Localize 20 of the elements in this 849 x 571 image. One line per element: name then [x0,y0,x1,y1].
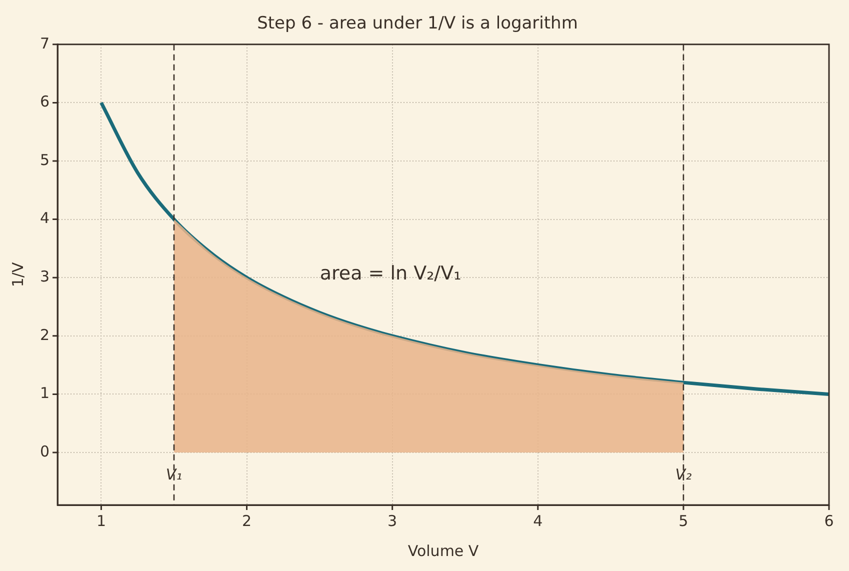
y-tick-label: 1 [40,384,50,402]
y-tick-label: 6 [40,92,50,111]
y-tick-label: 3 [40,268,50,286]
y-tick-label: 4 [40,209,50,228]
chart-title: Step 6 - area under 1/V is a logarithm [257,14,578,34]
y-tick-label: 5 [40,150,50,169]
x-tick-label: 1 [96,512,106,530]
annotation: area = ln V₂/V₁ [320,262,462,285]
x-tick-label: 4 [533,512,543,530]
x-tick-label: 5 [678,512,688,530]
ref-line-label: V₁ [166,466,182,484]
ref-line-label: V₂ [675,466,692,484]
x-axis-title: Volume V [408,542,480,560]
y-tick-label: 7 [40,34,50,52]
y-tick-label: 2 [40,326,50,344]
x-tick-label: 2 [242,512,252,530]
y-axis-title: 1/V [8,262,27,288]
x-tick-label: 6 [824,512,834,530]
x-tick-label: 3 [388,512,398,530]
y-tick-label: 0 [40,442,50,460]
